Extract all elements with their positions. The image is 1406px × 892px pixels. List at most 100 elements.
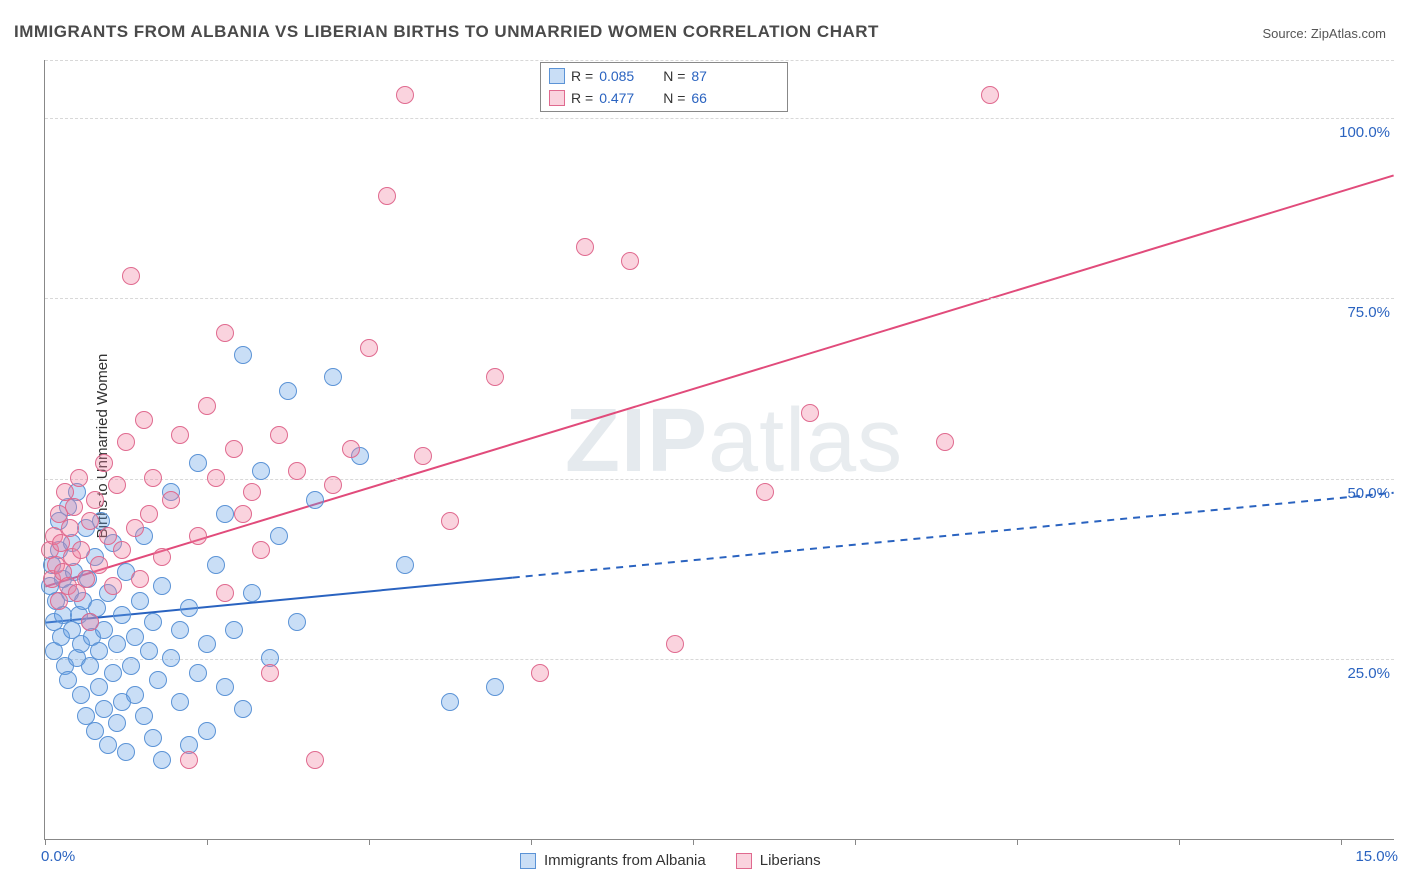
data-point-liberia [621,252,639,270]
gridline-h [45,479,1394,480]
r-label: R = [571,65,593,87]
x-tick-label: 15.0% [1355,848,1398,865]
data-point-liberia [261,664,279,682]
data-point-albania [126,628,144,646]
y-tick-label: 100.0% [1339,124,1390,141]
data-point-albania [72,686,90,704]
data-point-liberia [61,519,79,537]
data-point-albania [441,693,459,711]
data-point-liberia [131,570,149,588]
data-point-liberia [531,664,549,682]
data-point-liberia [324,476,342,494]
data-point-liberia [360,339,378,357]
data-point-albania [144,613,162,631]
legend-row-liberia: R = 0.477 N = 66 [549,87,779,109]
data-point-liberia [486,368,504,386]
r-value-albania: 0.085 [599,65,647,87]
data-point-liberia [801,404,819,422]
n-label: N = [663,87,685,109]
data-point-albania [243,584,261,602]
data-point-liberia [81,613,99,631]
x-tick [531,839,532,845]
x-tick [1341,839,1342,845]
data-point-liberia [117,433,135,451]
swatch-albania [549,68,565,84]
gridline-h [45,298,1394,299]
data-point-albania [95,700,113,718]
data-point-albania [270,527,288,545]
data-point-liberia [189,527,207,545]
gridline-h [45,118,1394,119]
data-point-liberia [225,440,243,458]
data-point-albania [288,613,306,631]
data-point-liberia [666,635,684,653]
watermark-zip: ZIP [565,391,708,491]
data-point-albania [324,368,342,386]
trendline-liberia [45,175,1393,586]
data-point-liberia [81,512,99,530]
correlation-legend: R = 0.085 N = 87 R = 0.477 N = 66 [540,62,788,112]
swatch-liberia [549,90,565,106]
plot-area: ZIPatlas 25.0%50.0%75.0%100.0%0.0%15.0% [44,60,1394,840]
data-point-albania [225,621,243,639]
data-point-liberia [396,86,414,104]
data-point-liberia [576,238,594,256]
data-point-liberia [135,411,153,429]
n-label: N = [663,65,685,87]
data-point-albania [234,346,252,364]
n-value-liberia: 66 [691,87,739,109]
data-point-albania [108,635,126,653]
trendline-albania-dashed [513,493,1394,578]
y-tick-label: 50.0% [1347,485,1390,502]
watermark: ZIPatlas [565,390,903,493]
gridline-h [45,659,1394,660]
r-label: R = [571,87,593,109]
data-point-albania [306,491,324,509]
data-point-albania [131,592,149,610]
series-label-liberia: Liberians [760,852,821,869]
data-point-liberia [171,426,189,444]
data-point-liberia [72,541,90,559]
data-point-liberia [162,491,180,509]
data-point-liberia [207,469,225,487]
data-point-albania [86,722,104,740]
data-point-albania [59,671,77,689]
data-point-albania [90,642,108,660]
x-tick-label: 0.0% [41,848,75,865]
data-point-albania [122,657,140,675]
data-point-albania [171,621,189,639]
series-label-albania: Immigrants from Albania [544,852,706,869]
data-point-liberia [65,498,83,516]
data-point-albania [234,700,252,718]
y-tick-label: 25.0% [1347,665,1390,682]
data-point-liberia [441,512,459,530]
data-point-liberia [243,483,261,501]
data-point-albania [207,556,225,574]
data-point-liberia [288,462,306,480]
data-point-albania [108,714,126,732]
data-point-albania [149,671,167,689]
x-tick [207,839,208,845]
data-point-liberia [378,187,396,205]
data-point-albania [153,751,171,769]
data-point-liberia [234,505,252,523]
r-value-liberia: 0.477 [599,87,647,109]
data-point-liberia [144,469,162,487]
gridline-h [45,60,1394,61]
data-point-albania [198,722,216,740]
data-point-liberia [140,505,158,523]
data-point-albania [90,678,108,696]
data-point-albania [252,462,270,480]
data-point-albania [279,382,297,400]
data-point-liberia [414,447,432,465]
swatch-albania [520,853,536,869]
data-point-liberia [95,454,113,472]
data-point-liberia [153,548,171,566]
data-point-albania [99,736,117,754]
data-point-liberia [70,469,88,487]
data-point-albania [171,693,189,711]
data-point-liberia [216,324,234,342]
data-point-liberia [180,751,198,769]
data-point-liberia [981,86,999,104]
data-point-albania [104,664,122,682]
